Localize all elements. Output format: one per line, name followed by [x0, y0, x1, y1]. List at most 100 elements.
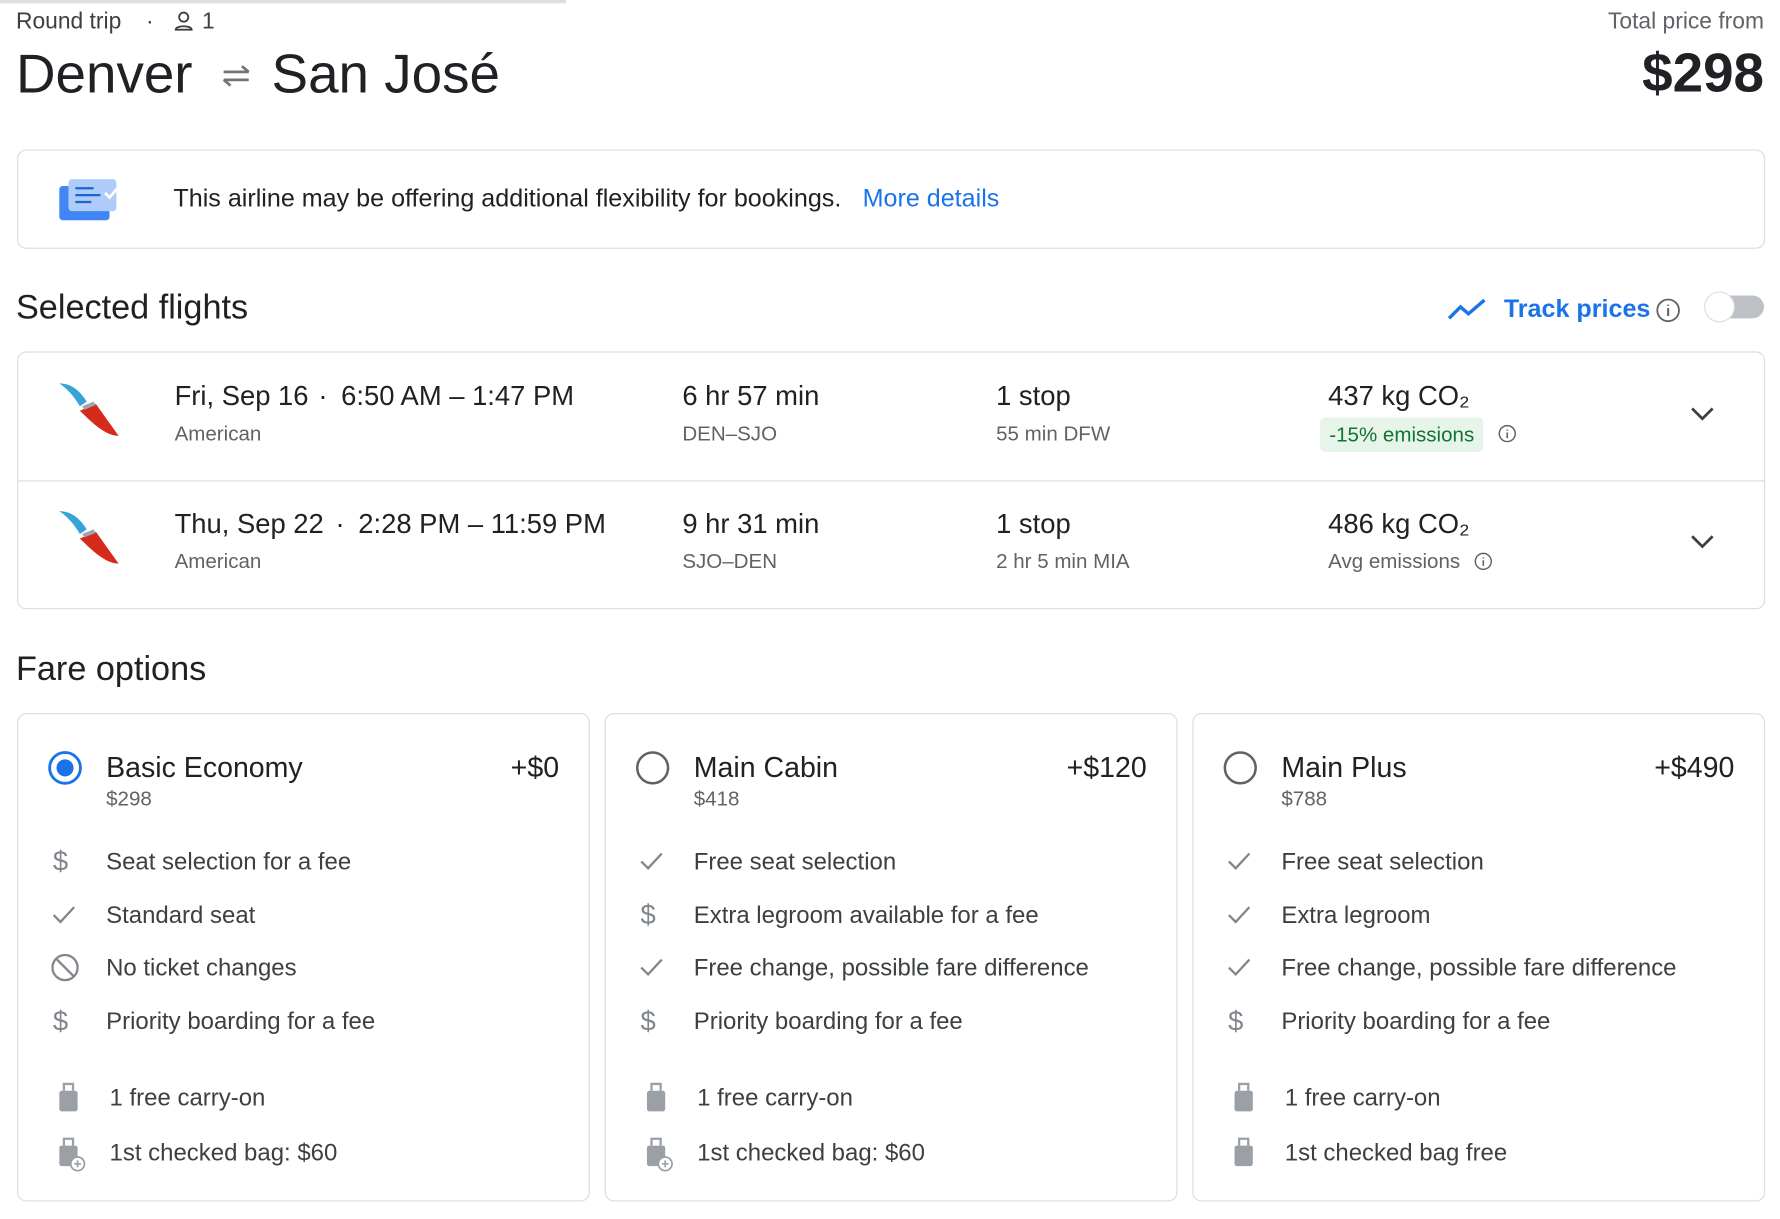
emissions: 486 kg CO₂: [1328, 508, 1470, 540]
flight-times: 2:28 PM – 11:59 PM: [358, 508, 606, 540]
airline: American: [174, 422, 262, 445]
bag-icon: [59, 1082, 78, 1112]
route: SJO–DEN: [682, 549, 778, 573]
svg-text:$: $: [640, 1005, 655, 1036]
divider: [0, 1, 566, 3]
bag: 1st checked bag: $60: [697, 1139, 925, 1166]
emissions: 437 kg CO₂: [1328, 381, 1470, 412]
destination: San José: [271, 44, 500, 105]
bag-icon: [646, 1082, 666, 1112]
section-title: Selected flights: [15, 288, 249, 327]
fare-card[interactable]: [17, 713, 590, 1202]
fare-card[interactable]: [1192, 713, 1766, 1202]
feature: Free change, possible fare difference: [693, 955, 1089, 982]
svg-text:$: $: [53, 846, 68, 877]
fare-card[interactable]: [604, 713, 1178, 1202]
section-title: Fare options: [15, 650, 207, 689]
origin: Denver: [15, 44, 193, 105]
bag-icon: [1234, 1082, 1253, 1112]
feature: Standard seat: [106, 901, 256, 929]
duration: 9 hr 31 min: [682, 508, 820, 540]
bag: 1 free carry-on: [697, 1085, 853, 1112]
feature-icon: $: [53, 1005, 68, 1036]
dot: ·: [318, 381, 328, 412]
dot: ·: [146, 9, 154, 35]
divider: [0, 2, 566, 4]
bag: 1st checked bag: $60: [109, 1139, 338, 1166]
fare-delta: +$490: [1654, 751, 1735, 784]
svg-text:$: $: [640, 899, 655, 930]
feature-icon: [640, 958, 663, 977]
feature-icon: [52, 905, 76, 924]
info-icon: [1498, 424, 1516, 443]
expand-chevron[interactable]: [1690, 406, 1715, 422]
feature-icon: $: [1228, 1005, 1243, 1036]
swap-icon: [222, 65, 250, 87]
svg-text:$: $: [1228, 1005, 1243, 1036]
duration: 6 hr 57 min: [682, 381, 820, 412]
fare-price: $298: [106, 787, 152, 811]
radio[interactable]: [635, 751, 673, 788]
airline: American: [174, 549, 262, 573]
fare-delta: +$0: [510, 751, 560, 784]
feature-icon: $: [53, 846, 68, 877]
radio[interactable]: [1223, 751, 1260, 788]
feature-icon: [51, 953, 79, 982]
flight-date: Thu, Sep 22: [174, 508, 324, 540]
svg-text:$: $: [53, 1005, 68, 1036]
notice-box: [17, 149, 1766, 249]
bag: 1 free carry-on: [1284, 1085, 1441, 1112]
route: DEN–SJO: [682, 422, 778, 445]
fare-name: Basic Economy: [106, 751, 303, 784]
feature: Free seat selection: [1281, 848, 1484, 876]
bag: 1st checked bag free: [1284, 1139, 1508, 1166]
fare-name: Main Cabin: [693, 751, 839, 784]
passengers[interactable]: 1: [201, 9, 215, 35]
feature: Extra legroom available for a fee: [693, 901, 1039, 929]
feature: Extra legroom: [1281, 901, 1431, 929]
bag-icon: [646, 1137, 673, 1171]
emissions-note: Avg emissions: [1328, 549, 1461, 573]
feature-icon: [1228, 852, 1251, 870]
person-icon: [174, 11, 193, 31]
bag-icon: [1234, 1137, 1253, 1166]
feature: Priority boarding for a fee: [106, 1008, 376, 1035]
trend-icon: [1447, 298, 1486, 320]
toggle[interactable]: [1702, 290, 1766, 324]
fare-price: $418: [693, 787, 740, 811]
flight-date: Fri, Sep 16: [174, 381, 309, 412]
fare-price: $788: [1281, 787, 1328, 811]
feature: No ticket changes: [106, 955, 297, 982]
feature: Priority boarding for a fee: [1281, 1008, 1551, 1035]
layover: 2 hr 5 min MIA: [996, 549, 1130, 573]
feature-icon: $: [640, 899, 655, 930]
more-details-link[interactable]: More details: [862, 183, 1000, 213]
track-prices[interactable]: Track prices: [1503, 294, 1651, 323]
stops: 1 stop: [996, 508, 1071, 540]
radio[interactable]: [48, 751, 85, 788]
feature: Priority boarding for a fee: [693, 1008, 963, 1035]
feature-icon: [1228, 905, 1251, 924]
flight-times: 6:50 AM – 1:47 PM: [341, 381, 575, 412]
airline-logo: [59, 511, 119, 564]
info-icon: [1474, 552, 1493, 571]
divider: [18, 480, 1764, 482]
flights-box: [17, 351, 1766, 610]
notice-icon: [59, 179, 119, 221]
fare-name: Main Plus: [1281, 751, 1407, 784]
dot: ·: [335, 508, 345, 540]
notice-text: This airline may be offering additional …: [173, 183, 842, 213]
stops: 1 stop: [996, 381, 1071, 412]
bag: 1 free carry-on: [109, 1085, 266, 1112]
bag-icon: [59, 1137, 86, 1171]
airline-logo: [59, 383, 119, 436]
feature: Free change, possible fare difference: [1281, 955, 1677, 982]
trip-type[interactable]: Round trip: [15, 9, 122, 35]
feature-icon: [640, 852, 663, 870]
fare-delta: +$120: [1066, 751, 1147, 784]
layover: 55 min DFW: [996, 422, 1111, 445]
feature-icon: [1228, 958, 1251, 977]
expand-chevron[interactable]: [1690, 534, 1715, 550]
feature: Seat selection for a fee: [106, 848, 352, 876]
